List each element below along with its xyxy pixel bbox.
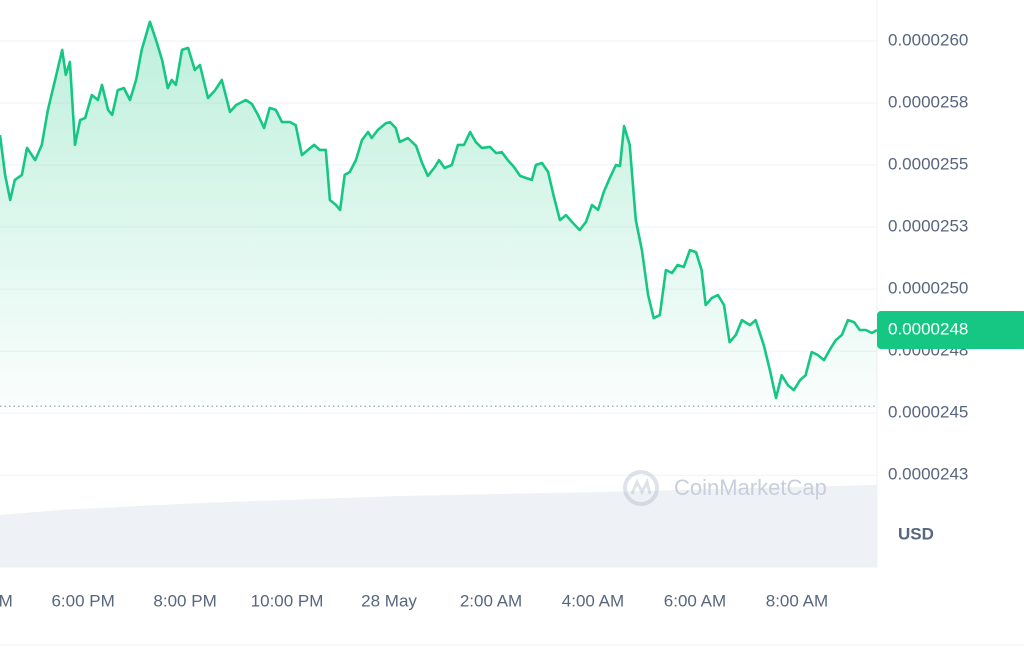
axes: 0.0000260 0.0000258 0.0000255 0.0000253 0.00… bbox=[0, 30, 1024, 610]
currency-label: USD bbox=[898, 524, 934, 543]
current-price-badge bbox=[877, 311, 1024, 350]
x-tick-label: 28 May bbox=[361, 591, 417, 610]
x-tick-label: 8:00 PM bbox=[153, 591, 216, 610]
x-tick-label: 4:00 AM bbox=[562, 591, 624, 610]
x-tick-label: 2:00 AM bbox=[460, 591, 522, 610]
y-tick-label: 0.0000253 bbox=[888, 217, 968, 236]
watermark: CoinMarketCap bbox=[674, 475, 827, 500]
x-tick-label: 6:00 PM bbox=[51, 591, 114, 610]
x-tick-label: 10:00 PM bbox=[251, 591, 324, 610]
area-fill bbox=[0, 21, 877, 407]
x-tick-label: 4:00 PM bbox=[0, 591, 13, 610]
y-tick-label: 0.0000243 bbox=[888, 465, 968, 484]
y-tick-label: 0.0000260 bbox=[888, 30, 968, 49]
plot bbox=[0, 20, 877, 407]
y-tick-label: 0.0000245 bbox=[888, 403, 968, 422]
volume-area bbox=[0, 485, 877, 567]
current-price-label: 0.0000248 bbox=[888, 320, 968, 339]
x-tick-label: 8:00 AM bbox=[766, 591, 828, 610]
price-line bbox=[0, 20, 877, 400]
y-tick-label: 0.0000250 bbox=[888, 279, 968, 298]
watermark-logo bbox=[623, 470, 659, 506]
y-tick-label: 0.0000255 bbox=[888, 154, 968, 173]
y-tick-label: 0.0000258 bbox=[888, 92, 968, 111]
x-tick-label: 6:00 AM bbox=[664, 591, 726, 610]
